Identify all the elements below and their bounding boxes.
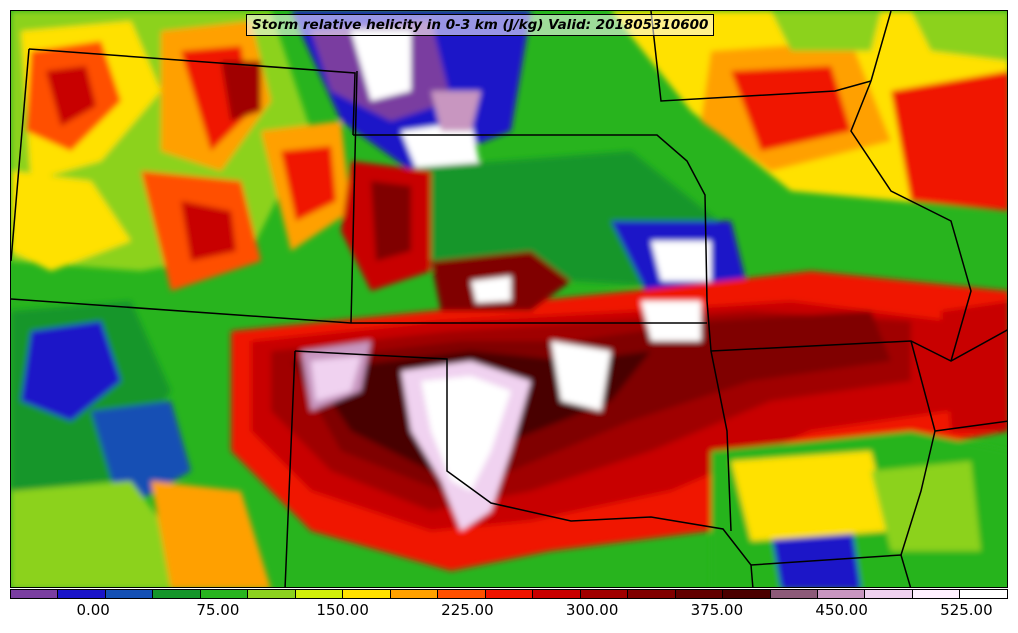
colorbar-segment — [865, 590, 913, 598]
colorbar-segment — [533, 590, 581, 598]
colorbar-segment — [960, 590, 1007, 598]
colorbar-segment — [628, 590, 676, 598]
colorbar-segment — [723, 590, 771, 598]
colorbar-segment — [295, 590, 344, 598]
colorbar-tick-label: 450.00 — [815, 601, 868, 619]
colorbar-segment — [343, 590, 391, 598]
state-boundaries — [11, 11, 1007, 587]
colorbar-tick-labels: 0.00 75.00 150.00 225.00 300.00 375.00 450.00 5… — [0, 601, 1018, 625]
colorbar-tick-label: 525.00 — [940, 601, 993, 619]
colorbar-segment — [105, 590, 154, 598]
colorbar-segment — [248, 590, 296, 598]
colorbar-segment — [438, 590, 486, 598]
colorbar-tick-label: 225.00 — [441, 601, 494, 619]
colorbar-tick-label: 300.00 — [565, 601, 619, 619]
map-title: Storm relative helicity in 0-3 km (J/kg)… — [246, 14, 715, 36]
colorbar-segment — [390, 590, 439, 598]
colorbar-segment — [675, 590, 724, 598]
colorbar-segment — [485, 590, 534, 598]
colorbar-segment — [817, 590, 866, 598]
colorbar — [10, 589, 1008, 599]
colorbar-segment — [153, 590, 201, 598]
colorbar-tick-label: 150.00 — [316, 601, 369, 619]
colorbar-tick-label: 375.00 — [690, 601, 744, 619]
colorbar-segment — [912, 590, 961, 598]
helicity-map — [10, 10, 1008, 588]
colorbar-segment — [58, 590, 106, 598]
colorbar-segment — [11, 590, 59, 598]
colorbar-segment — [770, 590, 818, 598]
helicity-field — [11, 11, 1007, 587]
colorbar-tick-label: 75.00 — [196, 601, 240, 619]
colorbar-segment — [580, 590, 629, 598]
colorbar-segment — [200, 590, 249, 598]
colorbar-tick-label: 0.00 — [76, 601, 110, 619]
